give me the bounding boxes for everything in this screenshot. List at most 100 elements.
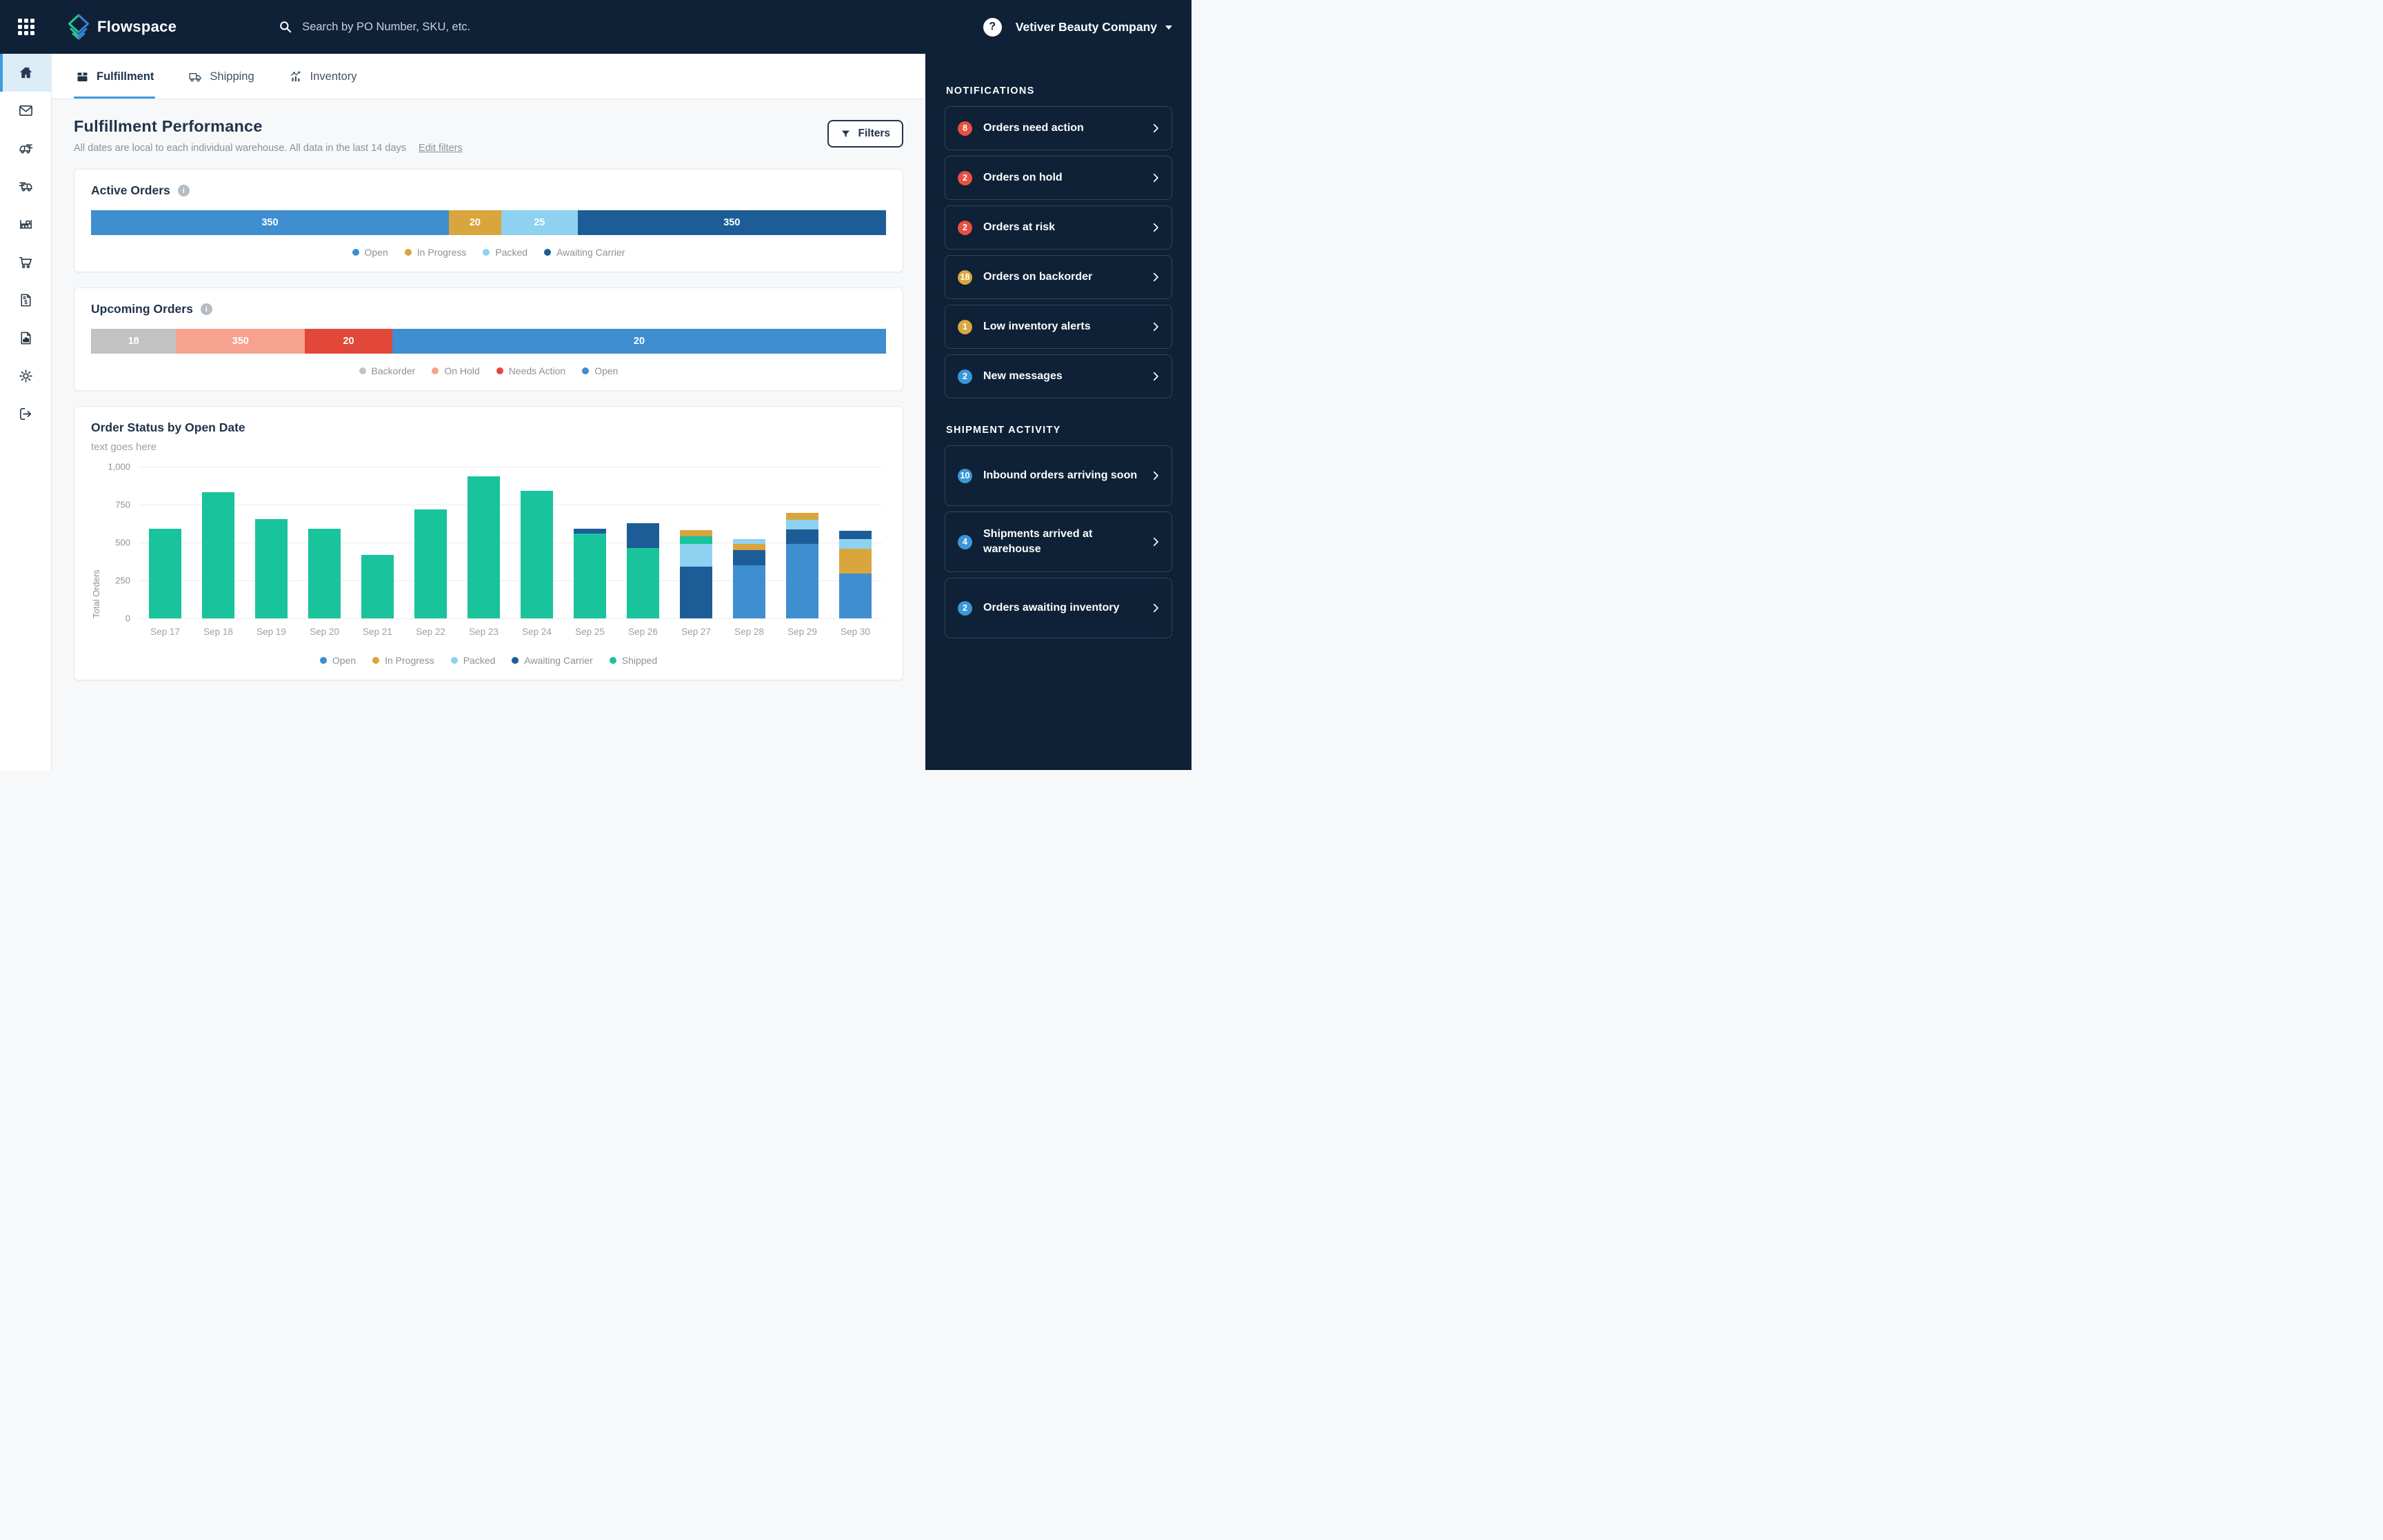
legend-label: Open (332, 655, 356, 666)
bar-segment-shipped (574, 534, 606, 618)
x-tick-label: Sep 23 (469, 627, 499, 637)
sidebar-item-warehouse[interactable] (0, 205, 51, 243)
shipment-activity-card[interactable]: 4 Shipments arrived at warehouse (945, 511, 1172, 572)
bar-segment-shipped (467, 476, 500, 618)
notification-card[interactable]: 2 Orders on hold (945, 156, 1172, 200)
upcoming-orders-card: Upcoming Orders i 18 350 20 20 Backorder On … (74, 287, 903, 391)
notification-card[interactable]: 2 Orders at risk (945, 205, 1172, 250)
gridline (139, 580, 882, 581)
global-search (279, 19, 550, 34)
company-name: Vetiver Beauty Company (1015, 19, 1157, 34)
tab-shipping[interactable]: Shipping (187, 70, 255, 99)
shipment-activity-card[interactable]: 2 Orders awaiting inventory (945, 578, 1172, 638)
flowspace-logo (68, 14, 89, 40)
warehouse-icon (19, 220, 32, 229)
bar-segment-shipped (202, 492, 234, 618)
sidebar-item-inbound-orders[interactable] (0, 168, 51, 205)
sidebar-item-reports[interactable] (0, 319, 51, 357)
sidebar-item-logout[interactable] (0, 395, 51, 433)
upcoming-orders-legend: Backorder On Hold Needs Action Open (91, 365, 886, 376)
settings-icon (19, 369, 32, 383)
bar-segment-awaiting_carrier (839, 531, 872, 539)
legend-label: Shipped (621, 655, 658, 666)
search-input[interactable] (301, 19, 550, 34)
notification-card[interactable]: 2 New messages (945, 354, 1172, 398)
notification-card[interactable]: 8 Orders need action (945, 106, 1172, 150)
sidebar-item-outbound-orders[interactable] (0, 130, 51, 168)
legend-item: Awaiting Carrier (512, 655, 593, 666)
sidebar-item-home[interactable] (0, 54, 51, 92)
sidebar-item-settings[interactable] (0, 357, 51, 395)
legend-item: In Progress (404, 247, 466, 258)
x-tick-label: Sep 25 (575, 627, 605, 637)
legend-item: Awaiting Carrier (544, 247, 625, 258)
segment-value: 18 (128, 336, 139, 347)
bar-segment-open (786, 544, 818, 618)
y-tick-label: 1,000 (108, 461, 130, 472)
page-header: Fulfillment Performance All dates are lo… (74, 117, 903, 154)
shipment-activity-label: Inbound orders arriving soon (983, 469, 1138, 482)
chart-title: Order Status by Open Date (91, 421, 245, 434)
bar-segment-in_progress (680, 530, 712, 536)
bar-segment-awaiting_carrier (786, 529, 818, 544)
edit-filters-link[interactable]: Edit filters (419, 143, 463, 154)
y-tick-label: 500 (115, 537, 130, 548)
plot-area (139, 467, 882, 619)
bar-segment-in_progress (839, 549, 872, 574)
bar-slot (192, 467, 245, 618)
left-sidebar: $ (0, 54, 52, 770)
bar-segment-shipped (414, 509, 447, 618)
bar-segment-shipped (361, 555, 394, 618)
stacked-bar (202, 492, 234, 618)
chevron-right-icon (1149, 321, 1162, 333)
bar-segment-packed (839, 539, 872, 549)
bar-segment-in_progress (786, 513, 818, 520)
notification-card[interactable]: 18 Orders on backorder (945, 255, 1172, 299)
tab-label: Inventory (310, 70, 357, 83)
tab-inventory[interactable]: Inventory (288, 70, 359, 99)
notification-label: Orders need action (983, 122, 1084, 134)
stacked-bar (361, 555, 394, 618)
bar-segment-awaiting_carrier (680, 567, 712, 618)
legend-dot-icon (372, 657, 380, 664)
bar-segment: 350 (176, 329, 305, 354)
tab-label: Shipping (210, 70, 254, 83)
notification-card[interactable]: 1 Low inventory alerts (945, 305, 1172, 349)
shipment-activity-card[interactable]: 10 Inbound orders arriving soon (945, 445, 1172, 506)
bar-segment: 25 (501, 210, 578, 235)
legend-label: Open (364, 247, 388, 258)
count-badge: 1 (958, 319, 972, 334)
tab-fulfillment[interactable]: Fulfillment (74, 70, 156, 99)
shipment-activity-label: Orders awaiting inventory (983, 602, 1120, 614)
legend-dot-icon (496, 367, 503, 374)
legend-label: Packed (495, 247, 528, 258)
order-status-chart-card: Order Status by Open Date text goes here… (74, 406, 903, 680)
x-tick-label: Sep 18 (203, 627, 233, 637)
notification-label: New messages (983, 370, 1063, 383)
notification-label: Orders on hold (983, 172, 1063, 184)
sidebar-item-invoices[interactable]: $ (0, 281, 51, 319)
bar-segment: 18 (91, 329, 177, 354)
bar-slot (298, 467, 351, 618)
bar-segment-packed (733, 539, 765, 544)
chart-icon (290, 71, 301, 82)
bar-slot (670, 467, 723, 618)
x-tick-label: Sep 30 (841, 627, 870, 637)
apps-grid-button[interactable] (0, 0, 52, 54)
y-tick-label: 750 (115, 499, 130, 510)
stacked-bar (521, 491, 553, 618)
help-button[interactable]: ? (983, 17, 1002, 37)
info-icon[interactable]: i (177, 185, 190, 196)
filters-button[interactable]: Filters (827, 120, 903, 148)
legend-item: In Progress (372, 655, 434, 666)
sidebar-item-messages[interactable] (0, 92, 51, 130)
y-tick-label: 250 (115, 575, 130, 586)
info-icon[interactable]: i (200, 303, 212, 315)
question-mark-icon: ? (989, 21, 996, 32)
count-badge: 2 (958, 220, 972, 235)
legend-item: Needs Action (496, 365, 565, 376)
sidebar-item-orders[interactable] (0, 243, 51, 281)
bar-segment: 20 (392, 329, 886, 354)
account-menu[interactable]: Vetiver Beauty Company (1016, 20, 1172, 34)
count-badge: 18 (958, 270, 972, 285)
